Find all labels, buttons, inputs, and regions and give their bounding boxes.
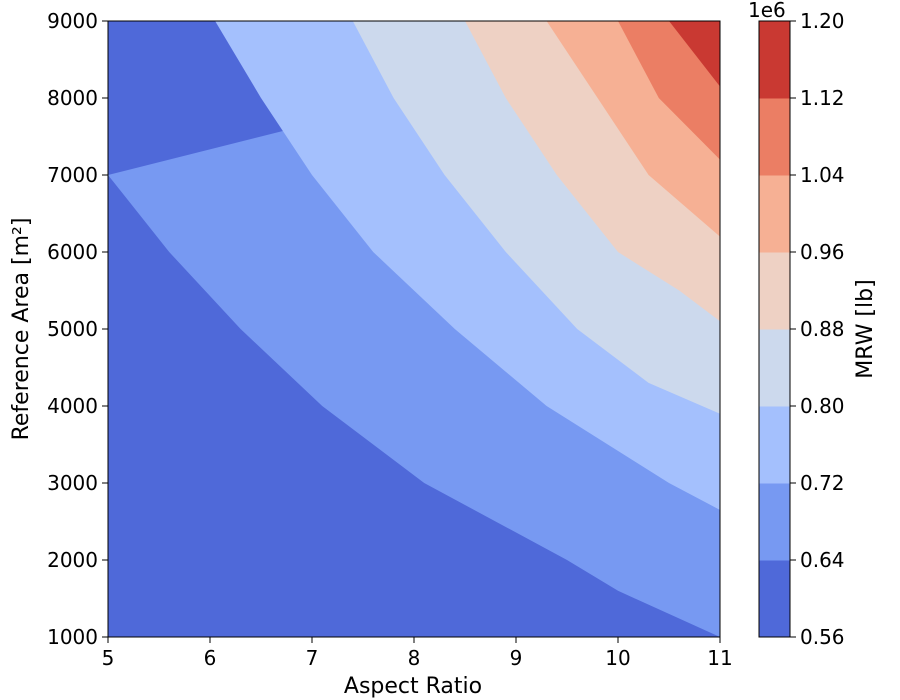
colorbar-tick-label: 0.56	[800, 625, 845, 649]
x-tick-label: 8	[408, 646, 421, 670]
y-tick-label: 1000	[47, 625, 98, 649]
colorbar-segment	[759, 483, 790, 561]
colorbar-tick-label: 1.04	[800, 163, 845, 187]
y-tick-label: 9000	[47, 9, 98, 33]
x-tick-label: 6	[204, 646, 217, 670]
colorbar-tick-label: 0.80	[800, 394, 845, 418]
colorbar-label: MRW [lb]	[853, 279, 878, 378]
x-tick-label: 9	[510, 646, 523, 670]
colorbar-segment	[759, 175, 790, 253]
y-tick-label: 7000	[47, 163, 98, 187]
y-tick-label: 8000	[47, 86, 98, 110]
colorbar: 0.56 0.64 0.72 0.80 0.88 0.96 1.04 1.12 1.20	[758, 9, 845, 649]
y-axis-title: Reference Area [m²]	[9, 218, 34, 441]
colorbar-tick-label: 0.64	[800, 548, 845, 572]
colorbar-segment	[759, 21, 790, 99]
y-tick-label: 5000	[47, 317, 98, 341]
x-tick-label: 7	[306, 646, 319, 670]
x-tick-label: 11	[707, 646, 732, 670]
colorbar-segment	[759, 98, 790, 176]
y-tick-label: 2000	[47, 548, 98, 572]
colorbar-tick-label: 1.12	[800, 86, 845, 110]
colorbar-segment	[759, 329, 790, 407]
x-tick-label: 10	[605, 646, 630, 670]
colorbar-offset-text: 1e6	[748, 0, 786, 22]
colorbar-segment	[759, 406, 790, 484]
colorbar-tick-label: 0.96	[800, 240, 845, 264]
x-axis: 5 6 7 8 9 10 11	[102, 637, 733, 670]
y-axis: 1000 2000 3000 4000 5000 6000 7000 8000 9000	[47, 9, 108, 649]
y-tick-label: 6000	[47, 240, 98, 264]
colorbar-segment	[759, 560, 790, 638]
x-axis-title: Aspect Ratio	[344, 674, 482, 699]
x-tick-label: 5	[102, 646, 115, 670]
colorbar-segment	[759, 252, 790, 330]
contour-band-6	[618, 21, 720, 160]
contour-plot-area	[107, 20, 721, 638]
colorbar-tick-label: 1.20	[800, 9, 845, 33]
y-tick-label: 4000	[47, 394, 98, 418]
colorbar-tick-label: 0.88	[800, 317, 845, 341]
colorbar-tick-label: 0.72	[800, 471, 845, 495]
contour-band-7	[669, 21, 720, 87]
y-tick-label: 3000	[47, 471, 98, 495]
